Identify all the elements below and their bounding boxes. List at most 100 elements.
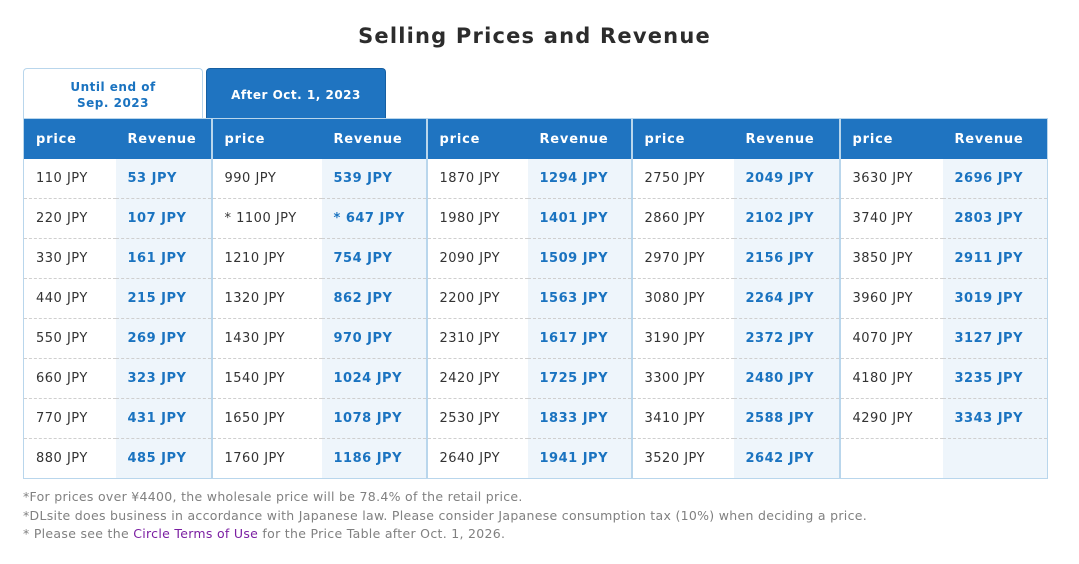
price-cell: 550 JPY bbox=[23, 318, 116, 359]
table-body: 110 JPY 53 JPY 990 JPY 539 JPY 1870 JPY 1294 … bbox=[23, 159, 1048, 479]
footnote-terms-prefix: * Please see the bbox=[23, 526, 134, 541]
revenue-header: Revenue bbox=[115, 118, 212, 159]
price-cell: 4180 JPY bbox=[838, 358, 943, 399]
revenue-cell: 2156 JPY bbox=[733, 238, 840, 279]
revenue-cell: 3127 JPY bbox=[942, 318, 1048, 359]
price-cell: 2640 JPY bbox=[425, 438, 528, 479]
table-row: 770 JPY 431 JPY 1650 JPY 1078 JPY 2530 JPY 18… bbox=[23, 398, 1048, 439]
price-cell: * 1100 JPY bbox=[210, 198, 322, 239]
price-cell: 2090 JPY bbox=[425, 238, 528, 279]
revenue-cell: 1401 JPY bbox=[527, 198, 632, 239]
price-cell: 3850 JPY bbox=[838, 238, 943, 279]
table-row: 330 JPY 161 JPY 1210 JPY 754 JPY 2090 JPY 150… bbox=[23, 238, 1048, 279]
revenue-cell: 107 JPY bbox=[115, 198, 212, 239]
table-row: 110 JPY 53 JPY 990 JPY 539 JPY 1870 JPY 1294 … bbox=[23, 159, 1048, 199]
price-cell: 220 JPY bbox=[23, 198, 116, 239]
price-header: price bbox=[425, 118, 528, 159]
price-cell: 3630 JPY bbox=[838, 159, 943, 199]
circle-terms-link[interactable]: Circle Terms of Use bbox=[133, 526, 259, 541]
revenue-cell: 1617 JPY bbox=[527, 318, 632, 359]
revenue-cell: 431 JPY bbox=[115, 398, 212, 439]
price-cell: 1210 JPY bbox=[210, 238, 322, 279]
price-cell: 330 JPY bbox=[23, 238, 116, 279]
revenue-header: Revenue bbox=[321, 118, 427, 159]
price-cell: 660 JPY bbox=[23, 358, 116, 399]
footnotes: *For prices over ¥4400, the wholesale pr… bbox=[23, 488, 867, 544]
price-cell: 2310 JPY bbox=[425, 318, 528, 359]
price-cell: 440 JPY bbox=[23, 278, 116, 319]
price-cell: 4070 JPY bbox=[838, 318, 943, 359]
revenue-cell: 2803 JPY bbox=[942, 198, 1048, 239]
footnote-tax: *DLsite does business in accordance with… bbox=[23, 507, 868, 523]
price-cell: 1540 JPY bbox=[210, 358, 322, 399]
price-cell: 3190 JPY bbox=[630, 318, 734, 359]
table-row: 550 JPY 269 JPY 1430 JPY 970 JPY 2310 JPY 161… bbox=[23, 318, 1048, 359]
revenue-cell: 1941 JPY bbox=[527, 438, 632, 479]
revenue-cell: 1294 JPY bbox=[527, 159, 632, 199]
revenue-header: Revenue bbox=[733, 118, 840, 159]
revenue-cell: 323 JPY bbox=[115, 358, 212, 399]
price-cell: 2200 JPY bbox=[425, 278, 528, 319]
revenue-cell: 1186 JPY bbox=[321, 438, 427, 479]
price-cell: 2530 JPY bbox=[425, 398, 528, 439]
tab-after-oct-2023[interactable]: After Oct. 1, 2023 bbox=[206, 68, 386, 120]
revenue-cell: 215 JPY bbox=[115, 278, 212, 319]
table-row: 220 JPY 107 JPY * 1100 JPY * 647 JPY 1980 JP… bbox=[23, 198, 1048, 239]
price-cell: 2970 JPY bbox=[630, 238, 734, 279]
revenue-header: Revenue bbox=[942, 118, 1048, 159]
price-cell: 880 JPY bbox=[23, 438, 116, 479]
revenue-cell: 3235 JPY bbox=[942, 358, 1048, 399]
price-cell: 1650 JPY bbox=[210, 398, 322, 439]
revenue-cell: 161 JPY bbox=[115, 238, 212, 279]
footnote-terms-suffix: for the Price Table after Oct. 1, 2026. bbox=[258, 526, 506, 541]
revenue-header: Revenue bbox=[527, 118, 632, 159]
price-header: price bbox=[630, 118, 734, 159]
revenue-cell bbox=[942, 438, 1048, 479]
revenue-cell: 3343 JPY bbox=[942, 398, 1048, 439]
price-cell: 3080 JPY bbox=[630, 278, 734, 319]
revenue-cell: 1725 JPY bbox=[527, 358, 632, 399]
revenue-cell: 269 JPY bbox=[115, 318, 212, 359]
price-cell: 770 JPY bbox=[23, 398, 116, 439]
revenue-cell: 53 JPY bbox=[115, 159, 212, 199]
price-cell bbox=[838, 438, 943, 479]
revenue-cell: 1563 JPY bbox=[527, 278, 632, 319]
tab-until-sep-2023[interactable]: Until end of Sep. 2023 bbox=[23, 68, 203, 120]
price-cell: 3410 JPY bbox=[630, 398, 734, 439]
price-cell: 3520 JPY bbox=[630, 438, 734, 479]
page-title: Selling Prices and Revenue bbox=[358, 24, 711, 48]
price-cell: 1760 JPY bbox=[210, 438, 322, 479]
header-row: price Revenue price Revenue price Revenue pric… bbox=[23, 118, 1048, 159]
footnote-wholesale: *For prices over ¥4400, the wholesale pr… bbox=[23, 489, 523, 504]
price-cell: 3740 JPY bbox=[838, 198, 943, 239]
revenue-cell: 1078 JPY bbox=[321, 398, 427, 439]
revenue-cell: 2911 JPY bbox=[942, 238, 1048, 279]
table-row: 660 JPY 323 JPY 1540 JPY 1024 JPY 2420 JPY 17… bbox=[23, 358, 1048, 399]
revenue-cell: 1509 JPY bbox=[527, 238, 632, 279]
table-row: 440 JPY 215 JPY 1320 JPY 862 JPY 2200 JPY 156… bbox=[23, 278, 1048, 319]
table-header: price Revenue price Revenue price Revenue pric… bbox=[23, 118, 1048, 159]
revenue-cell: 1833 JPY bbox=[527, 398, 632, 439]
price-cell: 1320 JPY bbox=[210, 278, 322, 319]
table-row: 880 JPY 485 JPY 1760 JPY 1186 JPY 2640 JPY 19… bbox=[23, 438, 1048, 479]
revenue-cell: 2372 JPY bbox=[733, 318, 840, 359]
footnote-terms: * Please see the Circle Terms of Use for… bbox=[23, 525, 867, 544]
revenue-cell: 485 JPY bbox=[115, 438, 212, 479]
price-header: price bbox=[210, 118, 322, 159]
price-cell: 1870 JPY bbox=[425, 159, 528, 199]
revenue-cell: 3019 JPY bbox=[942, 278, 1048, 319]
price-cell: 4290 JPY bbox=[838, 398, 943, 439]
price-table: price Revenue price Revenue price Revenue pric… bbox=[23, 118, 1048, 479]
revenue-cell: 2049 JPY bbox=[733, 159, 840, 199]
price-header: price bbox=[838, 118, 943, 159]
revenue-cell: 2696 JPY bbox=[942, 159, 1048, 199]
price-cell: 1980 JPY bbox=[425, 198, 528, 239]
price-cell: 2750 JPY bbox=[630, 159, 734, 199]
price-cell: 2420 JPY bbox=[425, 358, 528, 399]
revenue-cell: 862 JPY bbox=[321, 278, 427, 319]
revenue-cell: 539 JPY bbox=[321, 159, 427, 199]
revenue-cell: 1024 JPY bbox=[321, 358, 427, 399]
revenue-cell: 2480 JPY bbox=[733, 358, 840, 399]
price-cell: 110 JPY bbox=[23, 159, 116, 199]
price-cell: 1430 JPY bbox=[210, 318, 322, 359]
